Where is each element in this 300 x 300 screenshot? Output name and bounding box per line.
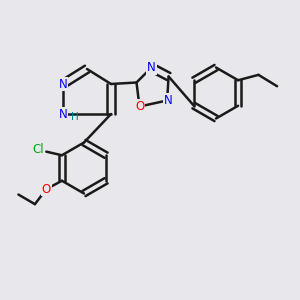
Text: H: H — [70, 112, 78, 122]
Text: N: N — [164, 94, 173, 107]
Text: O: O — [135, 100, 144, 113]
Text: N: N — [58, 77, 68, 91]
Text: N: N — [58, 107, 68, 121]
Text: N: N — [147, 61, 156, 74]
Text: O: O — [42, 183, 51, 196]
Text: Cl: Cl — [33, 143, 44, 156]
